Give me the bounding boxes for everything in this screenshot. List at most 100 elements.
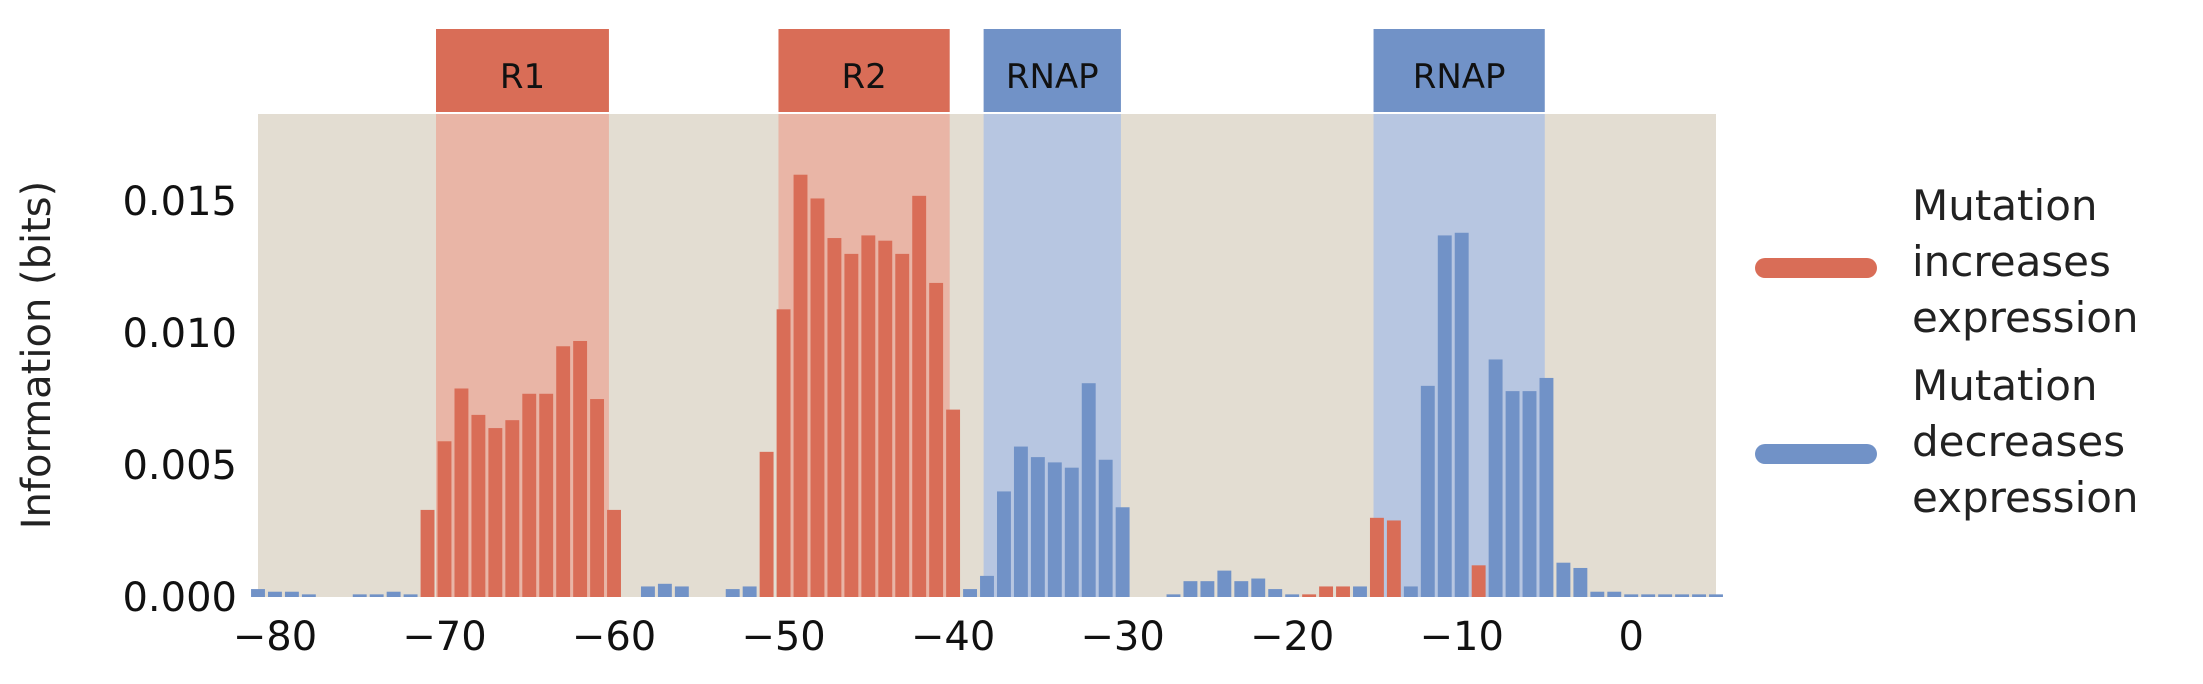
bar-decrease-38	[1420, 385, 1435, 597]
y-tick-label: 0.010	[122, 311, 237, 357]
bar-decrease-32	[1234, 581, 1249, 597]
bar-increase-3	[471, 414, 486, 597]
bar-decrease-49	[1624, 594, 1639, 597]
region-label-3: RNAP	[1413, 57, 1506, 97]
bar-increase-29	[1471, 565, 1486, 597]
bar-increase-17	[844, 253, 859, 597]
bar-decrease-6	[352, 594, 367, 597]
bar-decrease-41	[1488, 359, 1503, 597]
bar-increase-1	[437, 441, 452, 597]
legend-label-increase: Mutation increases expression	[1912, 181, 2139, 342]
bar-increase-13	[776, 309, 791, 597]
bar-decrease-52	[1675, 594, 1690, 597]
bar-decrease-47	[1590, 591, 1605, 597]
legend-label-decrease: Mutation decreases expression	[1912, 361, 2139, 522]
bar-decrease-2	[284, 591, 299, 597]
bar-decrease-3	[301, 594, 316, 597]
region-header-2	[983, 29, 1121, 112]
bar-decrease-16	[725, 589, 740, 597]
bar-decrease-46	[1573, 567, 1588, 597]
x-tick-label: −60	[572, 614, 656, 660]
y-tick-label: 0.000	[122, 575, 237, 621]
bar-decrease-30	[1200, 581, 1215, 597]
region-header-3	[1373, 29, 1545, 112]
bar-decrease-8	[386, 591, 401, 597]
x-tick-label: −80	[233, 614, 317, 660]
y-tick-label: 0.005	[122, 443, 237, 489]
bar-decrease-39	[1437, 235, 1452, 597]
bar-increase-12	[759, 451, 774, 597]
bar-decrease-35	[1285, 594, 1300, 597]
bar-increase-2	[454, 388, 469, 597]
bar-increase-28	[1386, 520, 1401, 597]
bar-decrease-31	[1217, 570, 1232, 597]
legend-swatch-increase	[1755, 258, 1877, 278]
bar-increase-8	[556, 346, 571, 597]
bar-decrease-1	[268, 591, 282, 597]
bar-increase-7	[539, 393, 554, 597]
bar-increase-23	[946, 409, 961, 597]
bar-decrease-43	[1522, 391, 1537, 597]
bar-increase-10	[590, 399, 605, 597]
bar-decrease-27	[1115, 507, 1130, 597]
region-label-2: RNAP	[1006, 57, 1099, 97]
bar-increase-4	[488, 428, 503, 597]
bar-decrease-26	[1098, 459, 1113, 597]
bar-increase-27	[1369, 517, 1384, 597]
x-tick-label: −30	[1080, 614, 1164, 660]
bar-increase-21	[912, 195, 927, 597]
bar-decrease-53	[1692, 594, 1706, 597]
y-tick-label: 0.015	[122, 179, 237, 225]
bar-decrease-44	[1539, 377, 1554, 597]
legend-item-increase: Mutation increases expression	[1755, 178, 2195, 358]
bar-decrease-19	[980, 575, 994, 597]
bar-decrease-12	[657, 583, 672, 597]
legend-item-decrease: Mutation decreases expression	[1755, 358, 2195, 538]
bar-increase-9	[573, 340, 588, 597]
bar-decrease-9	[403, 594, 418, 597]
bars	[251, 174, 1723, 597]
x-tick-label: −40	[911, 614, 995, 660]
bar-decrease-33	[1251, 578, 1266, 597]
legend-swatch-decrease	[1755, 444, 1877, 464]
bar-decrease-36	[1353, 586, 1367, 597]
bar-decrease-54	[1709, 594, 1723, 597]
bar-increase-15	[810, 198, 825, 597]
bar-decrease-21	[1013, 446, 1028, 597]
bar-decrease-37	[1403, 586, 1418, 597]
bar-decrease-51	[1658, 594, 1673, 597]
bar-increase-18	[861, 235, 876, 597]
x-axis-ticks: −80 −70 −60 −50 −40 −30 −20 −10 0	[233, 614, 1644, 660]
legend: Mutation increases expression Mutation d…	[1755, 178, 2195, 538]
bar-increase-11	[607, 509, 621, 597]
bar-increase-16	[827, 238, 842, 597]
x-tick-label: 0	[1619, 614, 1644, 660]
x-tick-label: −70	[402, 614, 486, 660]
region-header-1	[778, 29, 950, 112]
region-label-0: R1	[500, 57, 545, 97]
x-tick-label: −50	[741, 614, 825, 660]
bar-decrease-23	[1047, 462, 1062, 597]
bar-decrease-24	[1064, 467, 1079, 597]
y-axis-ticks: 0.000 0.005 0.010 0.015	[122, 179, 237, 621]
bar-decrease-22	[1030, 457, 1045, 597]
bar-increase-0	[420, 509, 435, 597]
bar-decrease-45	[1556, 562, 1571, 597]
bar-decrease-17	[742, 586, 757, 597]
bar-decrease-29	[1183, 581, 1198, 597]
bar-decrease-34	[1268, 589, 1283, 597]
bar-decrease-18	[963, 589, 977, 597]
bar-increase-19	[878, 240, 893, 597]
bar-increase-14	[793, 174, 808, 597]
region-header-0	[436, 29, 609, 112]
bar-decrease-20	[997, 491, 1011, 597]
bar-decrease-25	[1081, 383, 1096, 597]
region-headers: R1 R2 RNAP RNAP	[436, 29, 1545, 112]
bar-increase-25	[1319, 586, 1334, 597]
bar-increase-6	[522, 393, 537, 597]
region-label-1: R2	[841, 57, 886, 97]
bar-decrease-50	[1641, 594, 1656, 597]
bar-increase-20	[895, 253, 910, 597]
bar-decrease-7	[369, 594, 384, 597]
